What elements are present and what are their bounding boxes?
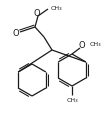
Text: CH₃: CH₃ [90, 41, 102, 46]
Text: O: O [13, 29, 19, 37]
Text: O: O [79, 41, 85, 51]
Text: O: O [34, 10, 40, 19]
Text: CH₃: CH₃ [66, 98, 78, 103]
Text: CH₃: CH₃ [51, 5, 63, 10]
